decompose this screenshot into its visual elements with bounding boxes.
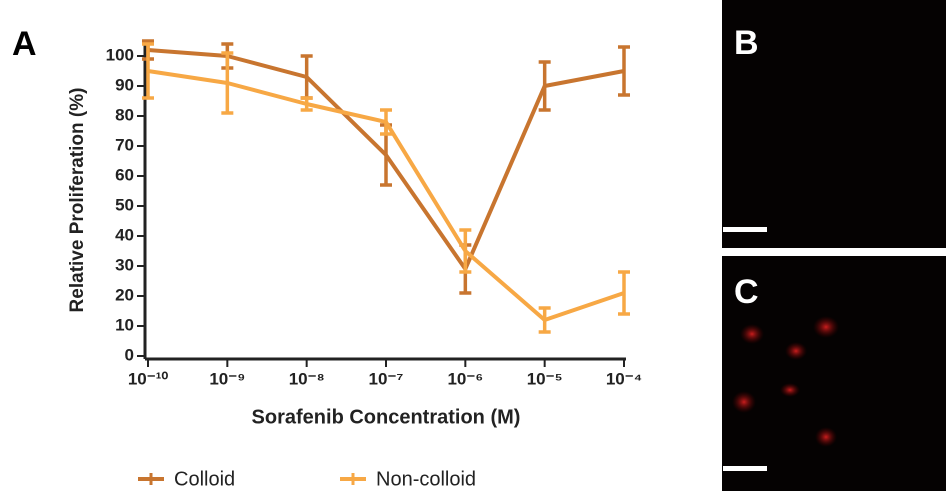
y-tick-label: 30: [115, 255, 134, 274]
y-tick-label: 10: [115, 315, 134, 334]
x-tick-label: 10⁻⁷: [369, 369, 404, 388]
y-tick-label: 20: [115, 285, 134, 304]
x-tick-label: 10⁻⁵: [527, 369, 563, 388]
cell: [785, 342, 807, 360]
error-bar: [538, 306, 551, 334]
error-bar: [142, 42, 154, 100]
cell: [740, 324, 764, 344]
error-bar: [618, 45, 630, 97]
y-tick-label: 90: [115, 75, 134, 94]
scale-bar: [723, 227, 767, 232]
panel-label: C: [734, 273, 759, 311]
micrograph-c: [722, 256, 946, 491]
legend-label: Non-colloid: [376, 468, 476, 490]
y-tick-label: 60: [115, 165, 134, 184]
error-bar: [300, 96, 313, 112]
micrograph-b: [722, 0, 946, 248]
legend-label: Colloid: [174, 468, 235, 490]
x-axis-label: Sorafenib Concentration (M): [252, 406, 521, 428]
error-bar: [221, 51, 234, 115]
x-tick-label: 10⁻⁹: [209, 369, 245, 388]
cell: [732, 391, 756, 413]
cell: [815, 427, 837, 447]
cell: [813, 316, 839, 338]
x-tick-label: 10⁻¹⁰: [128, 369, 169, 388]
x-tick-label: 10⁻⁸: [289, 369, 325, 388]
error-bar: [618, 270, 630, 316]
x-tick-label: 10⁻⁴: [606, 369, 642, 388]
y-axis-label: Relative Proliferation (%): [67, 88, 88, 313]
y-tick-label: 50: [115, 195, 134, 214]
panel-label: B: [734, 24, 759, 62]
x-tick-label: 10⁻⁶: [447, 369, 483, 388]
error-bar: [538, 60, 551, 112]
scale-bar: [723, 466, 767, 471]
panel-label: A: [12, 25, 37, 63]
error-bar: [459, 228, 472, 274]
y-tick-label: 70: [115, 135, 134, 154]
y-tick-label: 100: [106, 45, 134, 64]
cell: [780, 383, 800, 397]
y-tick-label: 0: [125, 345, 134, 364]
y-tick-label: 40: [115, 225, 134, 244]
error-bar: [380, 108, 392, 136]
cells: [732, 316, 839, 447]
y-tick-label: 80: [115, 105, 134, 124]
